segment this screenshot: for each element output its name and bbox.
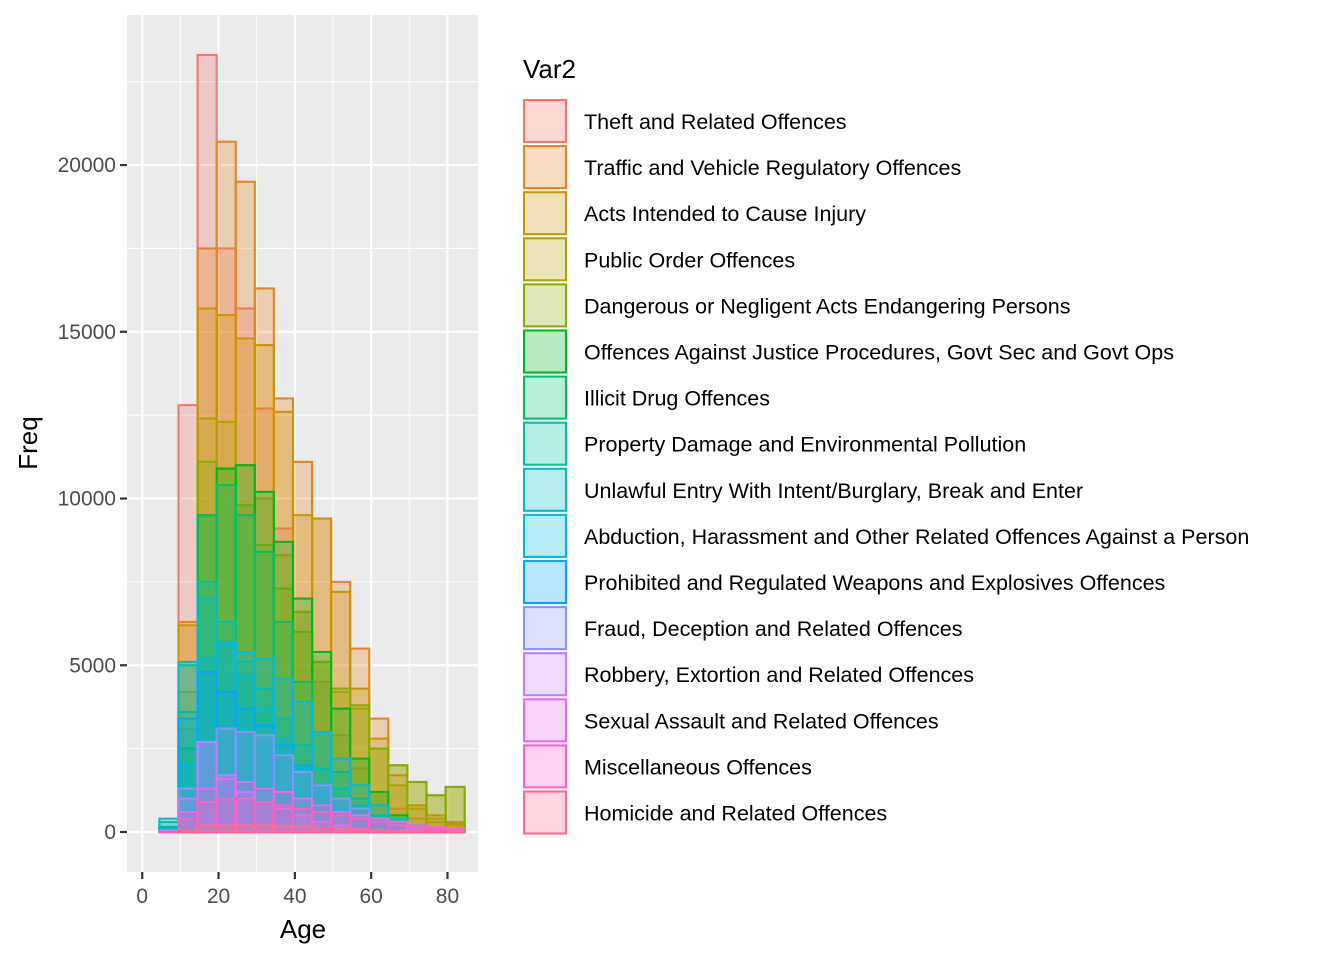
legend-label: Public Order Offences [584, 248, 795, 272]
legend-label: Sexual Assault and Related Offences [584, 709, 939, 733]
legend-item: Unlawful Entry With Intent/Burglary, Bre… [524, 469, 1083, 511]
legend-label: Theft and Related Offences [584, 110, 847, 134]
legend-key [524, 792, 566, 834]
legend-key [524, 192, 566, 234]
histogram-bar [293, 827, 312, 832]
legend-label: Unlawful Entry With Intent/Burglary, Bre… [584, 479, 1083, 503]
histogram-bar [446, 831, 465, 832]
y-axis: 0 5000 10000 15000 20000 [58, 154, 127, 844]
x-tick-label: 40 [283, 885, 306, 908]
legend-key [524, 653, 566, 695]
legend-item: Homicide and Related Offences [524, 792, 887, 834]
legend-key [524, 469, 566, 511]
x-axis-title: Age [280, 914, 326, 944]
legend-label: Robbery, Extortion and Related Offences [584, 663, 974, 687]
legend-key [524, 699, 566, 741]
x-axis: 0 20 40 60 80 [136, 872, 459, 908]
legend-key [524, 745, 566, 787]
legend-label: Illicit Drug Offences [584, 387, 770, 411]
histogram-bar [179, 830, 198, 832]
histogram-bar [159, 831, 178, 832]
histogram-bar [312, 829, 331, 832]
legend-item: Property Damage and Environmental Pollut… [524, 423, 1026, 465]
y-tick-label: 20000 [58, 154, 116, 177]
legend-key [524, 284, 566, 326]
histogram-bar [217, 825, 236, 832]
legend-item: Fraud, Deception and Related Offences [524, 607, 962, 649]
legend-label: Homicide and Related Offences [584, 802, 887, 826]
legend-key [524, 331, 566, 373]
y-axis-title: Freq [13, 416, 43, 469]
histogram-bar [446, 787, 465, 832]
legend-key [524, 423, 566, 465]
legend-key [524, 146, 566, 188]
legend-item: Traffic and Vehicle Regulatory Offences [524, 146, 961, 188]
legend-key [524, 238, 566, 280]
histogram-bar [331, 829, 350, 832]
legend-item: Sexual Assault and Related Offences [524, 699, 939, 741]
histogram-bar [369, 830, 388, 832]
legend-item: Theft and Related Offences [524, 100, 847, 142]
legend-label: Property Damage and Environmental Pollut… [584, 433, 1026, 457]
y-tick-label: 5000 [69, 654, 116, 677]
legend-item: Offences Against Justice Procedures, Gov… [524, 331, 1174, 373]
histogram-bar [407, 831, 426, 832]
legend-title: Var2 [523, 54, 576, 84]
histogram-bar [255, 825, 274, 832]
legend-item: Miscellaneous Offences [524, 745, 812, 787]
legend-label: Traffic and Vehicle Regulatory Offences [584, 156, 961, 180]
legend-items: Theft and Related Offences Traffic and Ve… [524, 100, 1249, 834]
legend-label: Abduction, Harassment and Other Related … [584, 525, 1249, 549]
legend-label: Prohibited and Regulated Weapons and Exp… [584, 571, 1165, 595]
histogram-bar [350, 829, 369, 832]
histogram-bar [274, 827, 293, 832]
legend: Var2 Theft and Related Offences Traffic a… [523, 54, 1249, 834]
x-tick-label: 0 [136, 885, 148, 908]
legend-label: Acts Intended to Cause Injury [584, 202, 866, 226]
legend-item: Abduction, Harassment and Other Related … [524, 515, 1249, 557]
y-tick-label: 10000 [58, 488, 116, 511]
histogram-bar [236, 825, 255, 832]
y-tick-label: 15000 [58, 321, 116, 344]
legend-key [524, 100, 566, 142]
legend-item: Illicit Drug Offences [524, 377, 770, 419]
legend-label: Offences Against Justice Procedures, Gov… [584, 341, 1174, 365]
histogram-bar [198, 825, 217, 832]
legend-item: Prohibited and Regulated Weapons and Exp… [524, 561, 1165, 603]
legend-label: Fraud, Deception and Related Offences [584, 617, 962, 641]
x-tick-label: 60 [359, 885, 382, 908]
legend-label: Miscellaneous Offences [584, 755, 812, 779]
legend-key [524, 561, 566, 603]
histogram-bar [388, 830, 407, 832]
legend-item: Public Order Offences [524, 238, 795, 280]
x-tick-label: 20 [207, 885, 230, 908]
histogram-bar [426, 831, 445, 832]
legend-item: Robbery, Extortion and Related Offences [524, 653, 974, 695]
x-tick-label: 80 [436, 885, 459, 908]
legend-item: Acts Intended to Cause Injury [524, 192, 866, 234]
legend-key [524, 607, 566, 649]
legend-item: Dangerous or Negligent Acts Endangering … [524, 284, 1070, 326]
legend-key [524, 515, 566, 557]
legend-label: Dangerous or Negligent Acts Endangering … [584, 294, 1070, 318]
y-tick-label: 0 [104, 821, 116, 844]
legend-key [524, 377, 566, 419]
